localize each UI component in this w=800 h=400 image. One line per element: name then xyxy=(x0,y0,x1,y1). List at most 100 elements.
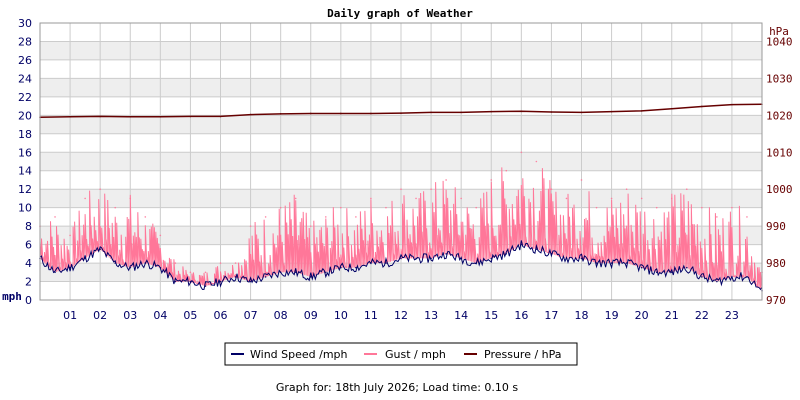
x-tick-label: 06 xyxy=(214,309,228,322)
data-point-wind xyxy=(640,266,643,269)
data-point-gust xyxy=(445,179,447,181)
x-tick-label: 10 xyxy=(334,309,348,322)
data-point-gust xyxy=(69,234,71,237)
data-point-gust xyxy=(99,188,101,190)
data-point-gust xyxy=(114,206,117,209)
data-point-wind xyxy=(234,276,237,278)
data-point-gust xyxy=(84,197,86,200)
data-point-pressure xyxy=(550,111,553,113)
x-tick-label: 17 xyxy=(544,309,558,322)
data-point-wind xyxy=(324,271,327,274)
left-tick-label: 8 xyxy=(25,220,32,233)
data-point-pressure xyxy=(731,103,733,106)
data-point-gust xyxy=(279,206,282,209)
data-point-wind xyxy=(625,262,628,264)
right-axis-unit: hPa xyxy=(769,25,789,38)
data-point-wind xyxy=(370,262,372,264)
data-point-gust xyxy=(490,179,493,181)
data-point-gust xyxy=(294,197,297,200)
data-point-gust xyxy=(746,216,748,218)
data-point-wind xyxy=(294,271,297,274)
data-point-wind xyxy=(595,262,598,264)
x-tick-label: 22 xyxy=(695,309,709,322)
legend-box xyxy=(224,342,578,366)
data-point-gust xyxy=(655,206,658,209)
data-point-pressure xyxy=(219,115,222,118)
data-point-wind xyxy=(174,280,177,283)
data-point-wind xyxy=(460,257,462,260)
left-tick-label: 30 xyxy=(18,17,32,30)
data-point-wind xyxy=(490,257,493,260)
data-point-gust xyxy=(249,225,252,227)
data-point-gust xyxy=(174,262,177,264)
x-tick-label: 19 xyxy=(605,309,619,322)
data-point-gust xyxy=(189,271,192,274)
left-tick-label: 24 xyxy=(18,72,32,85)
left-tick-label: 12 xyxy=(18,183,32,196)
data-point-gust xyxy=(264,216,267,218)
x-tick-label: 14 xyxy=(454,309,468,322)
right-tick-label: 1030 xyxy=(766,72,793,85)
data-point-pressure xyxy=(129,116,132,118)
data-point-pressure xyxy=(430,111,432,114)
data-point-wind xyxy=(580,257,583,260)
legend-label-wind: Wind Speed /mph xyxy=(250,348,348,361)
left-tick-label: 2 xyxy=(25,276,32,289)
data-point-wind xyxy=(520,243,523,246)
data-point-gust xyxy=(670,197,673,200)
data-point-gust xyxy=(340,206,342,209)
data-point-wind xyxy=(54,271,56,274)
data-point-gust xyxy=(415,197,417,200)
data-point-gust xyxy=(54,216,56,218)
data-point-gust xyxy=(370,197,372,200)
data-point-pressure xyxy=(279,113,282,115)
data-point-wind xyxy=(610,262,613,264)
data-point-pressure xyxy=(69,116,71,118)
data-point-gust xyxy=(580,179,583,181)
data-point-wind xyxy=(219,280,222,283)
x-tick-label: 18 xyxy=(575,309,589,322)
x-tick-label: 01 xyxy=(63,309,77,322)
x-tick-label: 05 xyxy=(183,309,197,322)
data-point-gust xyxy=(400,188,402,190)
data-point-gust xyxy=(505,169,508,172)
data-point-gust xyxy=(565,197,568,200)
data-point-wind xyxy=(340,266,342,269)
data-point-wind xyxy=(84,257,86,260)
data-point-wind xyxy=(385,262,387,264)
legend-label-pressure: Pressure / hPa xyxy=(484,348,562,361)
data-point-pressure xyxy=(309,112,312,115)
left-tick-label: 10 xyxy=(18,202,32,215)
x-tick-label: 03 xyxy=(123,309,137,322)
left-tick-label: 4 xyxy=(25,257,32,270)
data-point-gust xyxy=(129,197,132,200)
data-point-gust xyxy=(685,188,688,190)
data-point-wind xyxy=(99,248,101,251)
legend: Wind Speed /mph Gust / mph Pressure / hP… xyxy=(224,342,578,366)
data-point-wind xyxy=(701,276,703,278)
x-tick-label: 02 xyxy=(93,309,107,322)
data-point-pressure xyxy=(701,105,703,108)
x-tick-label: 04 xyxy=(153,309,167,322)
data-point-wind xyxy=(355,266,357,269)
data-point-pressure xyxy=(189,115,192,118)
data-point-pressure xyxy=(610,110,613,113)
data-point-wind xyxy=(685,266,688,269)
data-point-gust xyxy=(219,262,222,264)
data-point-wind xyxy=(264,276,267,278)
data-point-wind xyxy=(279,271,282,274)
left-tick-label: 0 xyxy=(25,294,32,307)
right-tick-label: 970 xyxy=(766,294,786,307)
data-point-gust xyxy=(204,271,207,274)
data-point-gust xyxy=(309,225,312,227)
data-point-gust xyxy=(234,262,237,264)
left-tick-label: 26 xyxy=(18,54,32,67)
data-point-gust xyxy=(550,188,553,190)
data-point-pressure xyxy=(640,110,643,112)
data-point-wind xyxy=(114,262,117,264)
left-tick-label: 18 xyxy=(18,128,32,141)
right-tick-label: 980 xyxy=(766,257,786,270)
data-point-gust xyxy=(595,206,598,209)
left-tick-label: 6 xyxy=(25,239,32,252)
data-point-gust xyxy=(716,216,718,218)
